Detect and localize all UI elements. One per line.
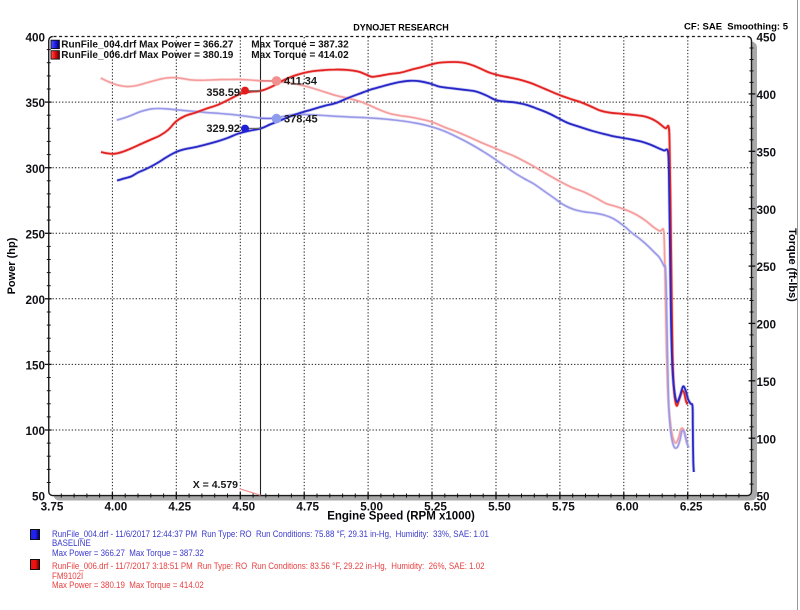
svg-text:5.25: 5.25 — [424, 501, 447, 514]
svg-text:378.45: 378.45 — [284, 113, 318, 125]
svg-text:100: 100 — [757, 433, 777, 446]
svg-text:200: 200 — [757, 319, 777, 332]
svg-text:Power (hp): Power (hp) — [6, 237, 18, 294]
svg-text:411.34: 411.34 — [284, 76, 318, 88]
svg-text:RunFile_004.drf Max Power = 36: RunFile_004.drf Max Power = 366.27 — [61, 40, 233, 51]
svg-text:3.75: 3.75 — [41, 501, 64, 514]
svg-text:5.50: 5.50 — [488, 501, 511, 514]
svg-text:6.50: 6.50 — [744, 501, 767, 514]
svg-text:6.25: 6.25 — [680, 501, 703, 514]
svg-text:200: 200 — [25, 294, 45, 307]
svg-text:X = 4.579: X = 4.579 — [193, 479, 238, 491]
svg-text:Max Torque = 387.32: Max Torque = 387.32 — [251, 40, 349, 51]
svg-text:358.59: 358.59 — [206, 87, 240, 99]
svg-text:DYNOJET RESEARCH: DYNOJET RESEARCH — [353, 23, 449, 33]
svg-text:350: 350 — [25, 97, 45, 110]
svg-text:4.50: 4.50 — [232, 501, 255, 514]
svg-text:4.25: 4.25 — [168, 501, 191, 514]
svg-text:CF: SAE Smoothing: 5: CF: SAE Smoothing: 5 — [684, 22, 789, 33]
svg-text:350: 350 — [757, 146, 777, 159]
svg-text:5.00: 5.00 — [360, 501, 383, 514]
svg-text:4.00: 4.00 — [105, 501, 128, 514]
svg-text:6.00: 6.00 — [616, 501, 639, 514]
svg-text:100: 100 — [25, 425, 45, 438]
svg-text:150: 150 — [757, 376, 777, 389]
svg-text:Max Torque = 414.02: Max Torque = 414.02 — [251, 50, 349, 61]
svg-text:5.75: 5.75 — [552, 501, 575, 514]
svg-text:400: 400 — [25, 32, 45, 45]
svg-text:RunFile_006.drf Max Power = 38: RunFile_006.drf Max Power = 380.19 — [61, 50, 233, 61]
svg-text:329.92: 329.92 — [206, 123, 240, 135]
svg-text:250: 250 — [25, 228, 45, 241]
svg-text:300: 300 — [757, 204, 777, 217]
svg-text:50: 50 — [32, 491, 46, 504]
svg-text:Torque (ft-lbs): Torque (ft-lbs) — [786, 228, 798, 302]
svg-text:4.75: 4.75 — [296, 501, 319, 514]
svg-text:150: 150 — [25, 360, 45, 373]
svg-text:400: 400 — [757, 89, 777, 102]
svg-text:450: 450 — [757, 32, 777, 45]
svg-text:50: 50 — [757, 491, 771, 504]
svg-text:250: 250 — [757, 261, 777, 274]
svg-text:300: 300 — [25, 163, 45, 176]
svg-text:Engine Speed (RPM x1000): Engine Speed (RPM x1000) — [327, 511, 475, 523]
